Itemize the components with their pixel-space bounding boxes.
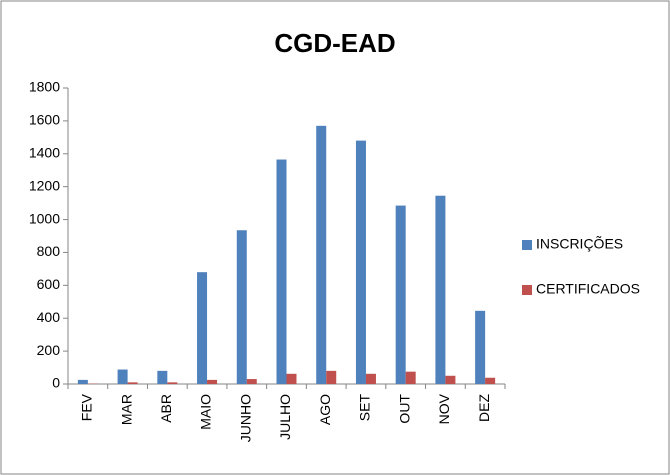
bar — [326, 370, 337, 384]
y-tick-label: 1600 — [29, 112, 60, 128]
bar — [77, 379, 88, 384]
bar — [445, 375, 456, 384]
legend-swatch — [522, 285, 532, 295]
y-tick-label: 400 — [37, 309, 61, 325]
x-tick-label: DEZ — [476, 394, 492, 422]
bar — [207, 379, 218, 384]
bar — [167, 382, 178, 384]
y-tick-label: 1200 — [29, 177, 60, 193]
chart-title: CGD-EAD — [274, 28, 395, 58]
x-tick-label: MAIO — [198, 394, 214, 430]
x-tick-label: NOV — [436, 393, 452, 424]
bar — [485, 377, 496, 384]
bar — [405, 371, 416, 384]
bar — [355, 140, 366, 384]
bar — [286, 373, 297, 384]
bar — [127, 382, 138, 384]
bar — [395, 205, 406, 384]
y-tick-label: 1000 — [29, 210, 60, 226]
x-tick-label: MAR — [118, 394, 134, 425]
y-tick-label: 1400 — [29, 144, 60, 160]
bar — [435, 195, 446, 384]
x-tick-label: SET — [357, 394, 373, 422]
bar — [365, 373, 376, 384]
x-tick-label: OUT — [396, 394, 412, 424]
y-tick-label: 0 — [52, 375, 60, 391]
legend-label: CERTIFICADOS — [536, 281, 640, 297]
bar — [276, 159, 287, 384]
y-tick-label: 1800 — [29, 79, 60, 95]
bar — [157, 370, 168, 384]
y-tick-label: 200 — [37, 342, 61, 358]
x-tick-label: AGO — [317, 394, 333, 425]
x-tick-label: ABR — [158, 394, 174, 423]
y-tick-label: 800 — [37, 243, 61, 259]
legend-swatch — [522, 240, 532, 250]
bar — [475, 310, 486, 384]
bar — [236, 230, 247, 384]
bar — [117, 369, 128, 384]
bar — [316, 125, 327, 385]
x-tick-label: FEV — [79, 393, 95, 421]
y-tick-label: 600 — [37, 276, 61, 292]
x-tick-label: JUNHO — [237, 394, 253, 442]
bar — [197, 272, 208, 384]
x-tick-label: JULHO — [277, 394, 293, 440]
bar — [246, 379, 257, 384]
legend-label: INSCRIÇÕES — [536, 236, 623, 252]
